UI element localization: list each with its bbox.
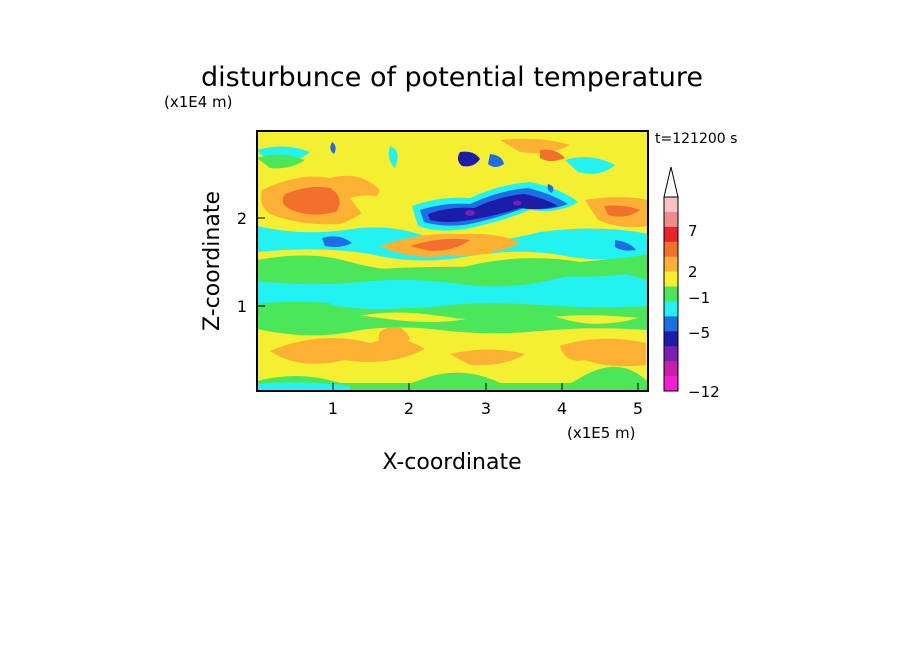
colorbar-bin: [664, 211, 678, 228]
contour-top-orange-right: [500, 138, 570, 154]
colorbar-label-minus5: −5: [688, 324, 710, 342]
x-tick-label-5: 5: [633, 399, 643, 418]
x-scale-label: (x1E5 m): [567, 424, 636, 442]
contour-upper-green: [257, 251, 648, 281]
contour-lower-orange-right: [560, 338, 646, 367]
contour-red-upper-left: [282, 186, 340, 215]
y-tick-label-1: 1: [237, 297, 247, 316]
contour-top-ripple-right: [565, 156, 615, 174]
contour-darkblue-core: [428, 194, 558, 222]
contour-lower-orange-mid2: [450, 349, 525, 366]
colorbar-bin: [664, 361, 678, 377]
contour-blue-blob: [457, 151, 480, 167]
contour-blue-blob-2: [488, 154, 504, 167]
y-ticks: [257, 217, 265, 307]
contour-top-red-right: [540, 149, 565, 161]
contour-blue-streak-2: [547, 184, 554, 193]
contour-blue-left: [322, 236, 352, 247]
colorbar-bin: [664, 346, 678, 362]
contour-top-ripple-center: [388, 146, 398, 168]
contour-right-red: [604, 205, 640, 217]
x-ticks: [332, 383, 639, 391]
colorbar-bin: [664, 331, 678, 347]
y-axis-label: Z-coordinate: [200, 191, 225, 331]
colorbar-bin: [664, 286, 678, 302]
contour-cyan-mid-2: [330, 294, 413, 310]
colorbar: [663, 166, 679, 392]
contour-top-ripple-left-green: [257, 154, 305, 169]
contour-field: [257, 131, 648, 391]
contour-purple-core-2: [513, 200, 521, 206]
colorbar-arrow: [663, 166, 679, 198]
colorbar-frame: [663, 196, 679, 392]
contour-purple-core: [465, 210, 475, 216]
colorbar-label-minus1: −1: [688, 289, 710, 307]
contour-lower-orange-mid: [378, 326, 410, 352]
colorbar-bin: [664, 301, 678, 317]
colorbar-bin: [664, 197, 678, 213]
contour-red-wave: [410, 238, 470, 251]
colorbar-bin: [664, 226, 678, 243]
contour-bottom-cyan: [257, 382, 350, 391]
colorbar-bin: [664, 271, 678, 288]
x-axis-label: X-coordinate: [382, 450, 521, 475]
contour-bottom-noise: [257, 366, 648, 391]
x-tick-label-4: 4: [557, 399, 567, 418]
colorbar-label-7: 7: [688, 222, 698, 240]
contour-blue-streak: [330, 142, 336, 154]
colorbar-label-2: 2: [688, 263, 698, 281]
x-tick-label-1: 1: [328, 399, 338, 418]
colorbar-bin: [664, 376, 678, 392]
contour-lower-green-strip: [257, 310, 648, 336]
time-label: t=121200 s: [655, 131, 737, 147]
colorbar-bin: [664, 241, 678, 258]
colorbar-bin: [664, 256, 678, 273]
y-scale-label: (x1E4 m): [164, 93, 233, 111]
y-tick-label-2: 2: [237, 209, 247, 228]
plot-frame: [256, 130, 649, 392]
colorbar-bins: [664, 197, 678, 392]
x-tick-label-3: 3: [481, 399, 491, 418]
contour-blue-right: [615, 240, 636, 251]
colorbar-bin: [664, 316, 678, 332]
x-tick-label-2: 2: [404, 399, 414, 418]
colorbar-label-minus12: −12: [688, 383, 720, 401]
chart-title: disturbunce of potential temperature: [201, 62, 703, 93]
contour-yellow-gap: [350, 195, 386, 214]
